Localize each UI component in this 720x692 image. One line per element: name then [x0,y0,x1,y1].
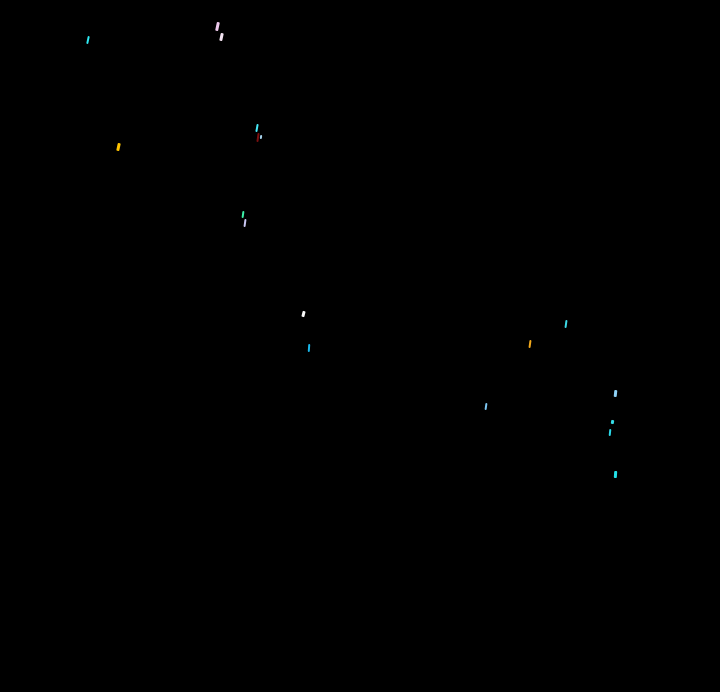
spark-gold-2 [528,339,532,349]
spark-gold-1 [116,142,121,152]
spark-cyan-2 [255,123,259,133]
spark-cyan-1 [86,35,90,45]
spark-cyan-6 [613,470,618,479]
spark-pink-2 [219,32,224,42]
spark-green-1 [241,210,245,219]
spark-white-1 [301,310,306,318]
spark-lightblue-2 [484,402,488,411]
spark-lightblue-1 [259,134,263,140]
spark-cyan-4 [610,419,615,425]
spark-pink-1 [215,21,220,32]
spark-cyan-3 [564,319,568,329]
spark-lightblue-3 [613,389,618,398]
spark-cyan-5 [608,428,612,437]
spark-lavender-1 [243,218,247,228]
spark-blue-1 [307,343,311,353]
